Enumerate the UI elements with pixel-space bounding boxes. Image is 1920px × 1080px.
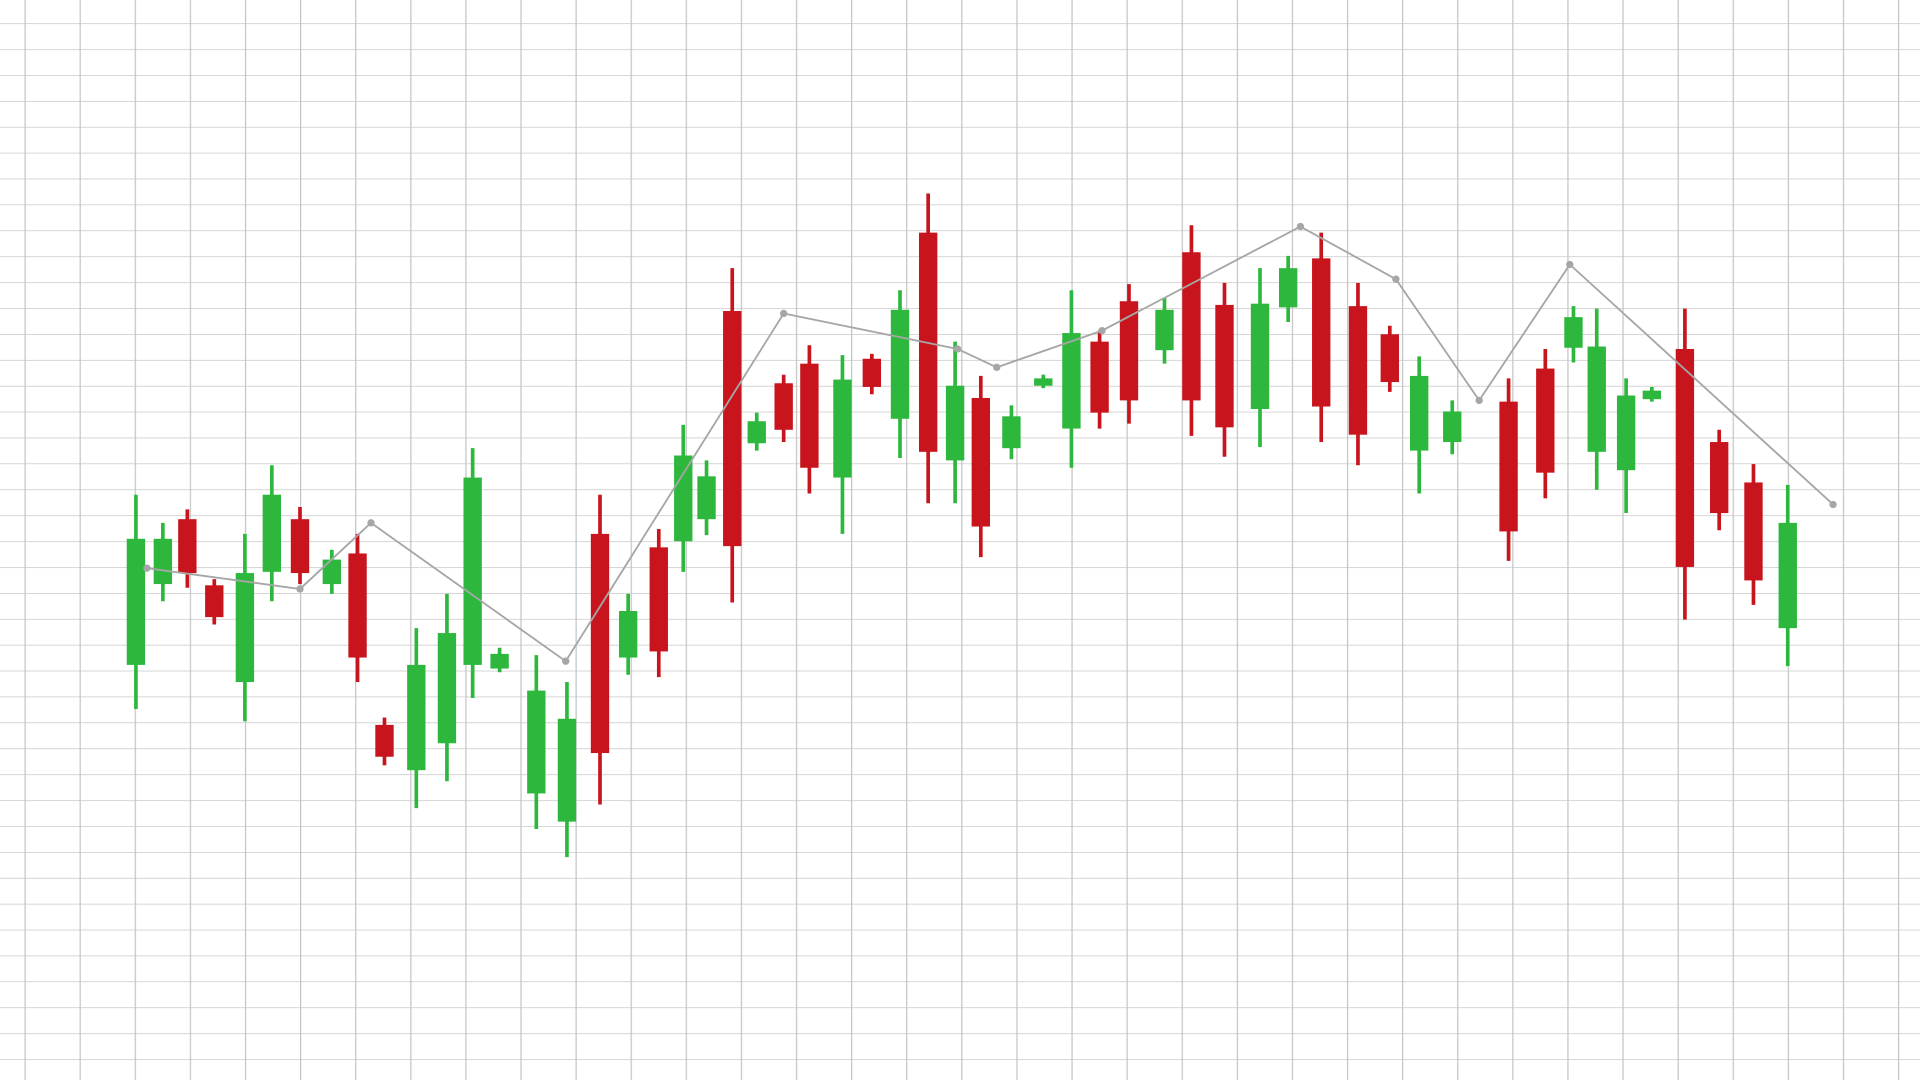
candle-body [557, 718, 577, 822]
candle-body [945, 385, 965, 461]
candle-body [463, 477, 482, 665]
candle-body [747, 421, 766, 444]
candle-body [1410, 375, 1429, 451]
candle-body [490, 653, 509, 669]
overlay-point [1475, 396, 1483, 405]
candle-body [1062, 333, 1081, 429]
candle-body [890, 309, 910, 419]
overlay-point [562, 657, 570, 665]
candle-body [178, 519, 197, 574]
candle-body [590, 533, 610, 754]
candle-body [618, 611, 638, 658]
candle-body [1778, 522, 1797, 629]
candle-body [1182, 252, 1201, 401]
candle-body [1155, 309, 1174, 351]
candle-body [322, 559, 342, 585]
overlay-point [780, 309, 788, 318]
overlay-point [993, 363, 1001, 372]
candle-body [697, 476, 716, 520]
candle-body [1002, 416, 1021, 449]
candle-body [833, 379, 852, 478]
candle-body [723, 311, 742, 547]
candle-body [1034, 378, 1053, 386]
candle-body [153, 538, 173, 585]
candle-body [1380, 334, 1399, 383]
candle-body [1710, 442, 1729, 514]
candle-body [1443, 411, 1462, 443]
candle-body [1616, 395, 1636, 471]
candle-body [774, 383, 793, 430]
candle-body [1536, 368, 1555, 473]
candle-body [527, 690, 546, 794]
candle-body [235, 573, 255, 683]
candle-body [1587, 346, 1606, 452]
overlay-point [1098, 326, 1106, 335]
candle-body [1250, 303, 1270, 409]
candle-body [1642, 390, 1662, 400]
candle-body [290, 519, 310, 574]
candle-body [971, 397, 990, 527]
overlay-point [953, 345, 962, 353]
candle-body [862, 358, 882, 387]
candle-body [375, 724, 394, 757]
candle-body [1675, 348, 1695, 567]
candle-body [1499, 401, 1518, 532]
candle-body [262, 494, 282, 572]
candle-body [1119, 301, 1139, 401]
candle-body [205, 585, 224, 618]
candle-body [126, 538, 146, 665]
candle-body [1090, 341, 1109, 413]
candle-body [1312, 258, 1331, 407]
candle-body [1215, 304, 1234, 428]
overlay-point [367, 519, 375, 527]
overlay-point [1296, 222, 1305, 231]
candle-body [649, 547, 668, 652]
candle-body [407, 664, 426, 771]
candle-body [800, 363, 819, 468]
candle-body [1278, 268, 1298, 308]
plot-area [126, 193, 1837, 858]
overlay-point [143, 564, 151, 572]
candle-body [1564, 317, 1583, 348]
overlay-point [296, 585, 304, 593]
overlay-point [1392, 275, 1400, 283]
candle-body [674, 455, 693, 542]
candle-body [1744, 482, 1763, 581]
candle-body [437, 633, 457, 744]
candle-body [348, 553, 367, 658]
candle-body [1348, 306, 1368, 435]
overlay-point [1829, 500, 1837, 509]
overlay-point [1566, 260, 1574, 269]
